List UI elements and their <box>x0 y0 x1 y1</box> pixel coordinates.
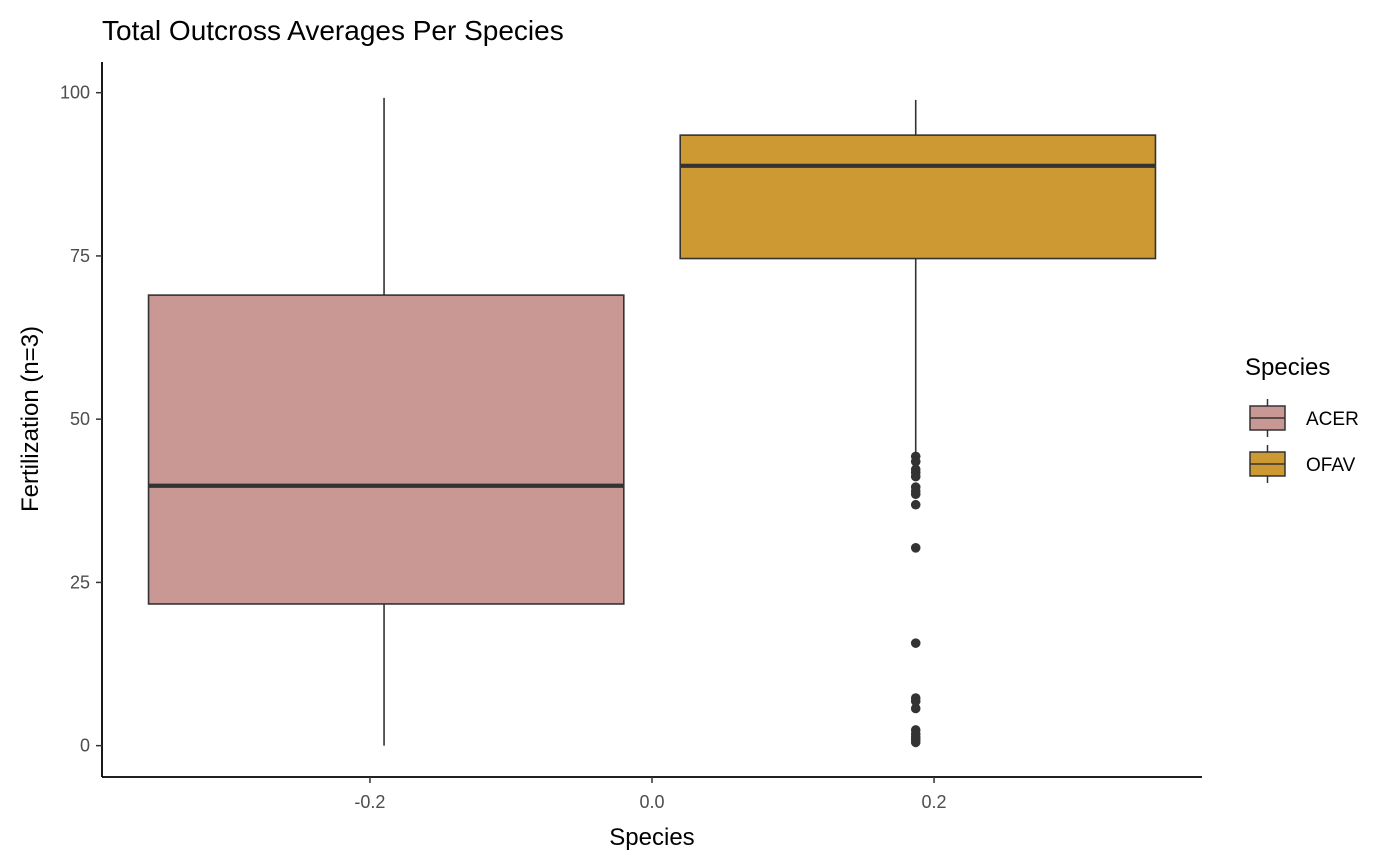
y-tick-label: 50 <box>70 409 90 429</box>
ofav-box <box>679 134 1157 260</box>
legend-item-acer: ACER <box>1249 399 1359 437</box>
x-tick-label: -0.2 <box>354 792 385 812</box>
x-axis-ticks: -0.2 0.0 0.2 <box>354 777 947 812</box>
x-tick-label: 0.2 <box>922 792 947 812</box>
ofav-outlier-point <box>910 456 921 467</box>
ofav-outlier-point <box>910 703 921 714</box>
y-axis-title: Fertilization (n=3) <box>17 326 44 512</box>
ofav-outlier-point <box>910 499 921 510</box>
legend-item-ofav: OFAV <box>1249 445 1356 483</box>
ofav-outlier-point <box>910 696 921 707</box>
y-tick-label: 75 <box>70 246 90 266</box>
x-tick-label: 0.0 <box>639 792 664 812</box>
box-ofav <box>679 99 1157 748</box>
legend: Species ACER OFAV <box>1245 354 1359 483</box>
chart-title: Total Outcross Averages Per Species <box>102 15 564 46</box>
box-acer <box>147 97 625 746</box>
x-axis-title: Species <box>609 824 694 851</box>
ofav-outlier-point <box>910 543 921 553</box>
acer-box <box>147 294 625 605</box>
legend-label: ACER <box>1306 409 1359 430</box>
y-axis-ticks: 0 25 50 75 100 <box>60 83 102 756</box>
ofav-outlier-point <box>910 737 921 748</box>
ofav-outlier-point <box>910 471 921 482</box>
y-tick-label: 25 <box>70 572 90 592</box>
legend-label: OFAV <box>1306 455 1356 476</box>
legend-title: Species <box>1245 354 1330 381</box>
y-tick-label: 0 <box>80 736 90 756</box>
y-tick-label: 100 <box>60 83 90 103</box>
ofav-outlier-point <box>910 638 921 648</box>
plot-area <box>147 97 1157 748</box>
ofav-outlier-point <box>910 489 921 500</box>
